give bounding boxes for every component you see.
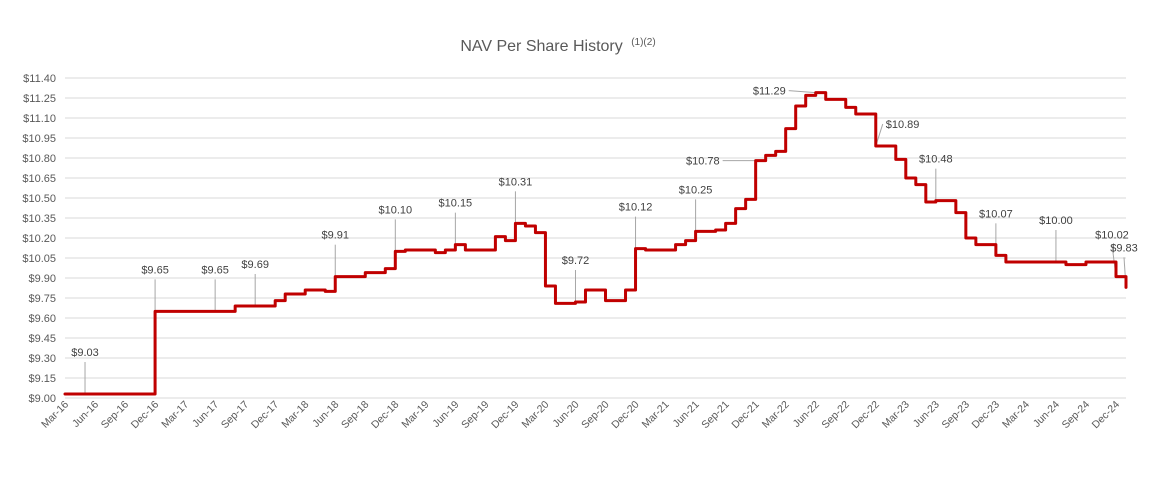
x-tick-label: Sep-22 (819, 399, 852, 432)
x-tick-label: Mar-17 (159, 399, 191, 431)
data-label: $10.10 (378, 204, 412, 216)
data-label: $10.31 (499, 176, 533, 188)
x-tick-label: Mar-22 (760, 399, 792, 431)
x-tick-label: Mar-18 (279, 399, 311, 431)
y-tick-label: $9.15 (28, 373, 56, 385)
x-tick-label: Jun-24 (1031, 399, 1062, 430)
x-tick-label: Dec-19 (489, 399, 522, 432)
x-tick-label: Jun-20 (550, 399, 581, 430)
nav-series (63, 91, 1128, 396)
data-label: $10.78 (686, 156, 720, 168)
x-tick-label: Sep-24 (1060, 399, 1093, 432)
y-tick-label: $11.10 (23, 113, 56, 125)
annotations: $9.03 $9.65 $9.65 $9.69 $9.91 $10.10 $10.15 $10… (71, 86, 1138, 359)
x-tick-label: Sep-20 (579, 399, 612, 432)
data-label: $9.03 (71, 347, 99, 359)
data-label: $10.15 (439, 198, 473, 210)
x-tick-label: Mar-21 (640, 399, 672, 431)
data-label: $10.12 (619, 202, 653, 214)
y-tick-label: $10.65 (22, 173, 56, 185)
chart-title: NAV Per Share History (1)(2) (460, 37, 655, 55)
y-tick-label: $9.45 (28, 333, 56, 345)
x-tick-label: Dec-20 (609, 399, 642, 432)
x-tick-label: Jun-21 (671, 399, 702, 430)
data-label: $9.72 (562, 255, 590, 267)
x-tick-label: Jun-16 (70, 399, 101, 430)
annotation-leaders (84, 90, 1127, 394)
x-tick-label: Dec-18 (369, 399, 402, 432)
x-tick-label: Dec-24 (1090, 399, 1123, 432)
data-label: $10.48 (919, 154, 953, 166)
annotation-leader (788, 90, 816, 94)
y-tick-label: $10.20 (22, 233, 56, 245)
x-tick-label: Sep-18 (339, 399, 372, 432)
y-tick-label: $9.60 (28, 313, 56, 325)
x-tick-label: Sep-17 (219, 399, 252, 432)
y-tick-label: $10.80 (22, 153, 56, 165)
y-tick-label: $9.90 (28, 273, 56, 285)
data-label: $9.83 (1110, 242, 1138, 254)
x-tick-label: Jun-18 (310, 399, 341, 430)
x-tick-label: Dec-21 (729, 399, 762, 432)
data-label: $9.69 (241, 259, 269, 271)
x-tick-label: Sep-16 (99, 399, 132, 432)
y-tick-label: $10.35 (22, 213, 56, 225)
x-tick-label: Jun-17 (190, 399, 221, 430)
x-tick-label: Mar-20 (520, 399, 552, 431)
y-tick-label: $9.00 (28, 393, 56, 405)
y-tick-label: $11.40 (23, 73, 56, 85)
x-tick-label: Sep-19 (459, 399, 492, 432)
y-tick-label: $10.50 (22, 193, 56, 205)
x-tick-label: Sep-21 (699, 399, 732, 432)
y-tick-label: $10.95 (22, 133, 56, 145)
y-tick-label: $9.30 (28, 353, 56, 365)
y-tick-label: $10.05 (22, 253, 56, 265)
x-tick-label: Jun-23 (911, 399, 942, 430)
x-tick-label: Mar-19 (399, 399, 431, 431)
x-axis-ticks: Mar-16Jun-16Sep-16Dec-16Mar-17Jun-17Sep-… (39, 399, 1122, 432)
data-label: $10.89 (886, 119, 920, 131)
y-tick-label: $9.75 (28, 293, 56, 305)
y-tick-label: $11.25 (23, 93, 56, 105)
data-label: $11.29 (753, 86, 786, 98)
chart-title-text: NAV Per Share History (460, 38, 622, 55)
x-tick-label: Mar-24 (1000, 399, 1032, 431)
x-tick-label: Dec-16 (129, 399, 162, 432)
x-tick-label: Jun-22 (791, 399, 822, 430)
x-tick-label: Sep-23 (940, 399, 973, 432)
x-tick-label: Dec-22 (849, 399, 882, 432)
x-tick-label: Jun-19 (430, 399, 461, 430)
chart-title-superscript: (1)(2) (631, 37, 655, 48)
data-label: $10.07 (979, 208, 1013, 220)
data-label: $10.00 (1039, 215, 1073, 227)
data-label: $10.02 (1095, 230, 1129, 242)
data-label: $9.91 (321, 230, 349, 242)
x-tick-label: Mar-23 (880, 399, 912, 431)
x-tick-label: Dec-23 (970, 399, 1003, 432)
nav-series-line (63, 91, 1128, 396)
data-label: $9.65 (141, 264, 169, 276)
data-label: $10.25 (679, 184, 713, 196)
gridlines (65, 77, 1126, 399)
x-tick-label: Dec-17 (249, 399, 282, 432)
data-label: $9.65 (201, 264, 229, 276)
y-axis-ticks: $9.00 $9.15 $9.30 $9.45 $9.60 $9.75 $9.90 $10.0… (22, 73, 56, 405)
